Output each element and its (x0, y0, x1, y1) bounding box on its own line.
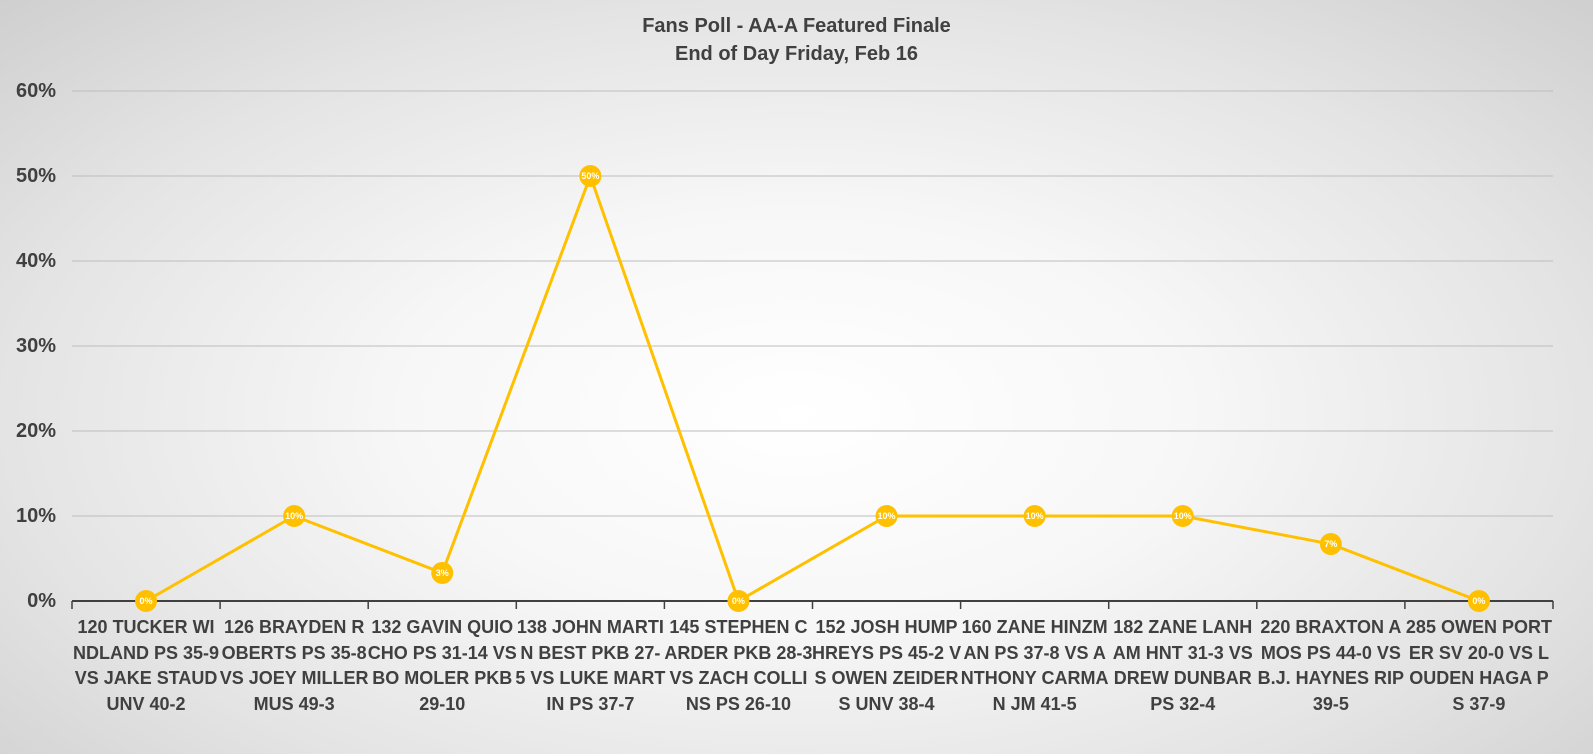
y-tick-label: 30% (15, 335, 56, 357)
data-label: 10% (1173, 511, 1192, 521)
data-label: 0% (1472, 596, 1486, 606)
x-tick-label: 120 TUCKER WINDLAND PS 35-9 VS JAKE STAU… (73, 617, 220, 714)
y-tick-label: 50% (15, 165, 56, 187)
x-tick-label: 220 BRAXTON AMOS PS 44-0 VS B.J. HAYNES … (1257, 617, 1405, 714)
data-point (1023, 505, 1046, 527)
x-tick-label: 126 BRAYDEN ROBERTS PS 35-8 VS JOEY MILL… (219, 617, 369, 714)
x-tick-label: 152 JOSH HUMPHREYS PS 45-2 VS OWEN ZEIDE… (812, 617, 962, 714)
data-point (727, 590, 750, 612)
data-label: 10% (877, 511, 896, 521)
data-label: 3% (435, 567, 449, 578)
data-point (1319, 533, 1342, 556)
x-tick-label: 132 GAVIN QUIOCHO PS 31-14 VS BO MOLER P… (367, 617, 517, 714)
y-tick-label: 40% (15, 250, 56, 272)
chart-title: Fans Poll - AA-A Featured Finale (642, 15, 951, 37)
y-tick-label: 10% (15, 505, 56, 527)
chart-subtitle: End of Day Friday, Feb 16 (674, 43, 919, 65)
x-tick-label: 182 ZANE LANHAM HNT 31-3 VS DREW DUNBAR … (1112, 617, 1253, 714)
data-label: 10% (1025, 511, 1044, 521)
data-label: 7% (1324, 539, 1338, 550)
data-label: 0% (139, 596, 153, 606)
data-point (579, 165, 602, 187)
data-label: 50% (581, 171, 600, 181)
series-line (145, 171, 1480, 604)
data-point (135, 590, 158, 612)
y-tick-label: 20% (15, 420, 56, 442)
data-point (1171, 505, 1194, 527)
x-tick-label: 285 OWEN PORTER SV 20-0 VS LOUDEN HAGA P… (1405, 617, 1552, 714)
data-point (875, 505, 898, 527)
y-tick-label: 60% (15, 80, 56, 102)
x-tick-label: 160 ZANE HINZMAN PS 37-8 VS ANTHONY CARM… (960, 617, 1109, 714)
x-tick-label: 138 JOHN MARTIN BEST PKB 27-5 VS LUKE MA… (515, 617, 666, 714)
data-point (283, 505, 306, 527)
data-label: 10% (285, 511, 304, 521)
y-tick-label: 0% (27, 590, 56, 612)
data-label: 0% (731, 596, 745, 606)
data-point (431, 561, 454, 584)
data-point (1467, 590, 1490, 612)
x-tick-label: 145 STEPHEN CARDER PKB 28-3 VS ZACH COLL… (664, 617, 813, 714)
